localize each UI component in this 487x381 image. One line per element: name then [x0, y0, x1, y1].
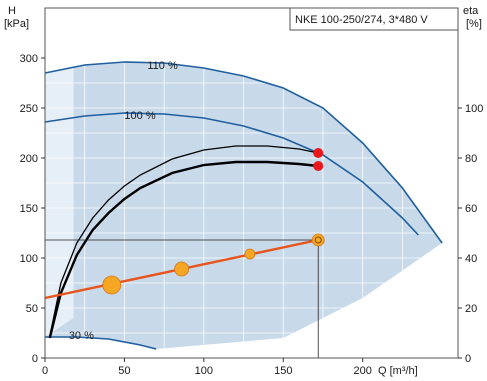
title-box: [289, 7, 459, 31]
x-axis-label: Q [m³/h]: [378, 365, 418, 377]
speed-curve: [45, 336, 157, 350]
x-tick-label: 100: [195, 365, 213, 377]
curves-layer: 110 % 100 % 30 %: [44, 60, 443, 358]
y-tick-label: 100: [20, 253, 38, 265]
y2-tick-label: 20: [465, 303, 477, 315]
duty-point: [313, 148, 324, 158]
efficiency-marker: [102, 275, 122, 295]
y-tick-label: 0: [32, 353, 38, 365]
y-left-label-line2: [kPa]: [4, 18, 29, 30]
speed-curve: [44, 112, 419, 236]
speed-curve-label: 110 %: [147, 60, 178, 72]
chart-title: NKE 100-250/274, 3*480 V: [295, 14, 428, 26]
y-left-label-line1: H: [8, 5, 16, 17]
ticks-layer: 0 50 100 150 200 0 50 100 150 200 250 300 0 20 40 60 80 1…: [20, 53, 484, 377]
plot-frame: [44, 7, 459, 359]
y2-tick-label: 80: [465, 153, 477, 165]
y-right-label-line2: [%]: [466, 18, 482, 30]
speed-curve-label: 30 %: [69, 330, 94, 342]
y-right-label-line1: eta: [463, 5, 479, 17]
y-tick-label: 150: [20, 203, 38, 215]
y-tick-label: 50: [26, 303, 38, 315]
efficiency-marker: [311, 233, 325, 247]
speed-curve-label: 100 %: [124, 110, 155, 122]
speed-curve: [44, 61, 443, 244]
markers-layer: [102, 148, 325, 295]
y-tick-label: 250: [20, 103, 38, 115]
efficiency-marker: [174, 261, 190, 277]
y-tick-label: 200: [20, 153, 38, 165]
operating-point-marker: [314, 236, 322, 244]
y2-tick-label: 60: [465, 203, 477, 215]
head-curve-upper: [49, 145, 319, 337]
x-tick-label: 200: [354, 365, 372, 377]
efficiency-marker: [244, 248, 256, 260]
duty-point: [313, 161, 324, 171]
y-tick-label: 300: [20, 53, 38, 65]
y2-tick-label: 100: [465, 103, 483, 115]
head-curve-lower: [48, 160, 319, 339]
x-tick-label: 50: [118, 365, 130, 377]
y2-tick-label: 0: [465, 353, 471, 365]
x-tick-label: 150: [274, 365, 292, 377]
x-tick-label: 0: [42, 365, 48, 377]
y2-tick-label: 40: [465, 253, 477, 265]
